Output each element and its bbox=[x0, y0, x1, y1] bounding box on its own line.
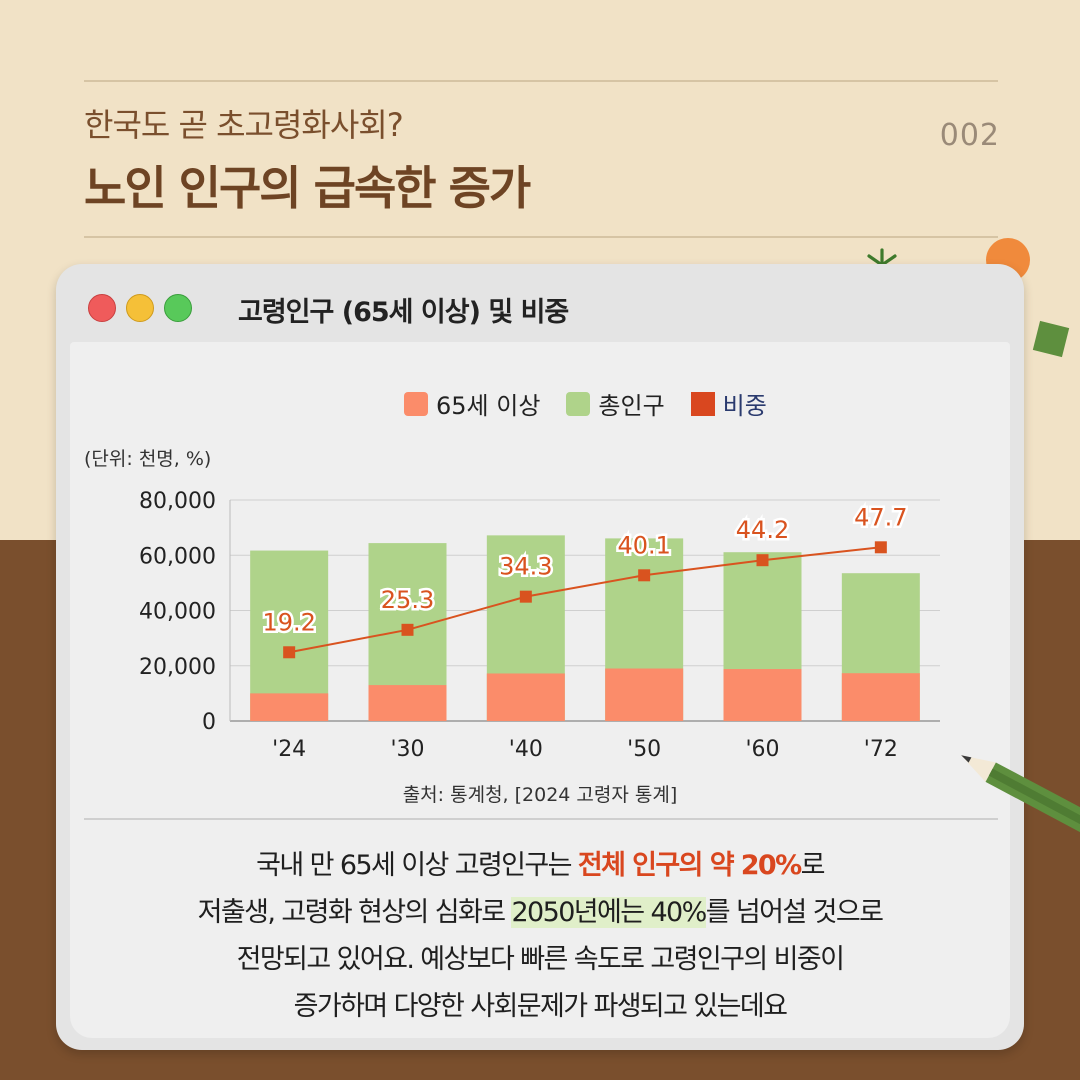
bar-elderly-population bbox=[368, 685, 447, 721]
line1-text-b: 로 bbox=[800, 850, 826, 881]
line2-text-b: 를 넘어설 것으로 bbox=[705, 897, 884, 928]
legend-item-elderly: 65세 이상 bbox=[404, 386, 540, 421]
x-tick-label: '24 bbox=[272, 737, 306, 762]
x-tick-label: '72 bbox=[864, 737, 898, 762]
ratio-point bbox=[519, 590, 532, 603]
ratio-point bbox=[283, 646, 296, 659]
y-tick-label: 40,000 bbox=[139, 600, 216, 625]
chart-source: 출처: 통계청, [2024 고령자 통계] bbox=[402, 784, 678, 806]
pencil-icon bbox=[961, 755, 1080, 834]
page-subtitle: 한국도 곧 초고령화사회? bbox=[84, 106, 404, 144]
ratio-line bbox=[288, 546, 881, 654]
population-chart: 0 20,000 40,000 60,000 80,000 '24 '30 '40 '50 '60… bbox=[139, 489, 940, 762]
ratio-data-label: 47.7 bbox=[854, 503, 907, 531]
y-tick-label: 80,000 bbox=[139, 489, 216, 514]
legend-item-ratio: 비중 bbox=[690, 386, 767, 421]
x-tick-label: '50 bbox=[627, 737, 661, 762]
legend-label-elderly: 65세 이상 bbox=[436, 392, 541, 420]
x-tick-label: '30 bbox=[390, 737, 424, 762]
chart-unit-label: (단위: 천명, %) bbox=[84, 448, 212, 470]
ratio-point bbox=[756, 554, 769, 567]
top-rule bbox=[84, 80, 998, 82]
description-text: 국내 만 65세 이상 고령인구는 전체 인구의 약 20%로 저출생, 고령화… bbox=[110, 842, 970, 1030]
ratio-point bbox=[401, 623, 414, 636]
chart-legend: 65세 이상 총인구 비중 bbox=[404, 386, 781, 421]
ratio-data-label: 44.2 bbox=[736, 516, 789, 544]
chart-text-separator bbox=[84, 818, 998, 820]
bar-total-population bbox=[250, 550, 329, 721]
y-tick-label: 0 bbox=[202, 710, 216, 735]
ratio-data-label: 19.2 bbox=[262, 608, 315, 636]
bar-elderly-population bbox=[250, 693, 329, 721]
highlight-2050-40-percent: 2050년에는 40% bbox=[511, 897, 707, 928]
legend-label-total: 총인구 bbox=[598, 392, 665, 420]
window-title: 고령인구 (65세 이상) 및 비중 bbox=[238, 297, 569, 328]
bar-elderly-population bbox=[723, 669, 802, 721]
highlight-20-percent: 전체 인구의 약 20% bbox=[577, 850, 802, 881]
x-tick-label: '40 bbox=[509, 737, 543, 762]
description-line-1: 국내 만 65세 이상 고령인구는 전체 인구의 약 20%로 bbox=[110, 842, 970, 889]
y-tick-label: 20,000 bbox=[139, 655, 216, 680]
legend-item-total: 총인구 bbox=[566, 386, 665, 421]
window-close-button[interactable] bbox=[88, 294, 116, 322]
legend-label-ratio: 비중 bbox=[722, 392, 767, 420]
line2-text-a: 저출생, 고령화 현상의 심화로 bbox=[197, 897, 512, 928]
y-tick-label: 60,000 bbox=[139, 544, 216, 569]
description-line-2: 저출생, 고령화 현상의 심화로 2050년에는 40%를 넘어설 것으로 bbox=[110, 889, 970, 936]
window-maximize-button[interactable] bbox=[164, 294, 192, 322]
bar-elderly-population bbox=[605, 668, 684, 721]
page-title: 노인 인구의 급속한 증가 bbox=[84, 161, 531, 215]
x-tick-label: '60 bbox=[745, 737, 779, 762]
ratio-point bbox=[874, 541, 887, 554]
line1-text-a: 국내 만 65세 이상 고령인구는 bbox=[256, 850, 578, 881]
description-line-4: 증가하며 다양한 사회문제가 파생되고 있는데요 bbox=[293, 991, 788, 1022]
ratio-data-label: 34.3 bbox=[499, 553, 552, 581]
bar-elderly-population bbox=[841, 673, 920, 721]
ratio-point bbox=[638, 569, 651, 582]
header-rule bbox=[84, 236, 998, 238]
legend-swatch-total bbox=[566, 391, 591, 416]
description-line-3: 전망되고 있어요. 예상보다 빠른 속도로 고령인구의 비중이 bbox=[236, 944, 845, 975]
page-number: 002 bbox=[939, 118, 1000, 153]
window-minimize-button[interactable] bbox=[126, 294, 154, 322]
ratio-data-label: 40.1 bbox=[617, 531, 670, 559]
legend-swatch-ratio bbox=[690, 391, 715, 416]
legend-swatch-elderly bbox=[404, 391, 428, 416]
ratio-data-label: 25.3 bbox=[381, 586, 434, 614]
bar-elderly-population bbox=[486, 673, 565, 721]
